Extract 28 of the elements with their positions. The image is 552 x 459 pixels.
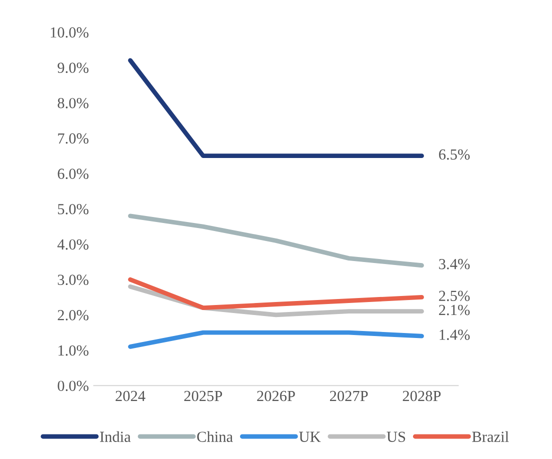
y-tick-label: 6.0% [58, 168, 88, 180]
y-tick-label: 7.0% [58, 133, 88, 144]
legend-label: Brazil [472, 431, 509, 442]
legend-label: India [100, 431, 131, 442]
x-tick-label: 2026P [257, 390, 295, 402]
x-tick-label: 2024 [116, 390, 146, 402]
data-label: 6.5% [439, 149, 470, 160]
x-tick-label: 2027P [330, 390, 368, 402]
y-tick-label: 2.0% [58, 310, 88, 320]
y-tick-label: 0.0% [58, 380, 88, 392]
legend-label: UK [299, 432, 321, 442]
legend-label: China [197, 431, 233, 442]
data-label: 2.5% [439, 290, 470, 302]
y-tick-label: 9.0% [58, 62, 88, 73]
legend-label: US [386, 432, 406, 442]
y-tick-label: 10.0% [50, 27, 88, 38]
y-tick-label: 4.0% [57, 239, 88, 250]
data-label: 2.1% [439, 304, 470, 316]
y-tick-label: 8.0% [58, 98, 88, 108]
y-tick-label: 1.0% [58, 345, 88, 356]
y-tick-label: 3.0% [58, 274, 88, 286]
x-tick-label: 2025P [184, 390, 222, 402]
line-series [128, 214, 424, 268]
x-tick-label: 2028P [402, 390, 441, 402]
data-label: 1.4% [440, 330, 470, 340]
line-series [128, 277, 424, 310]
data-label: 3.4% [439, 258, 470, 270]
y-tick-label: 5.0% [58, 204, 88, 214]
